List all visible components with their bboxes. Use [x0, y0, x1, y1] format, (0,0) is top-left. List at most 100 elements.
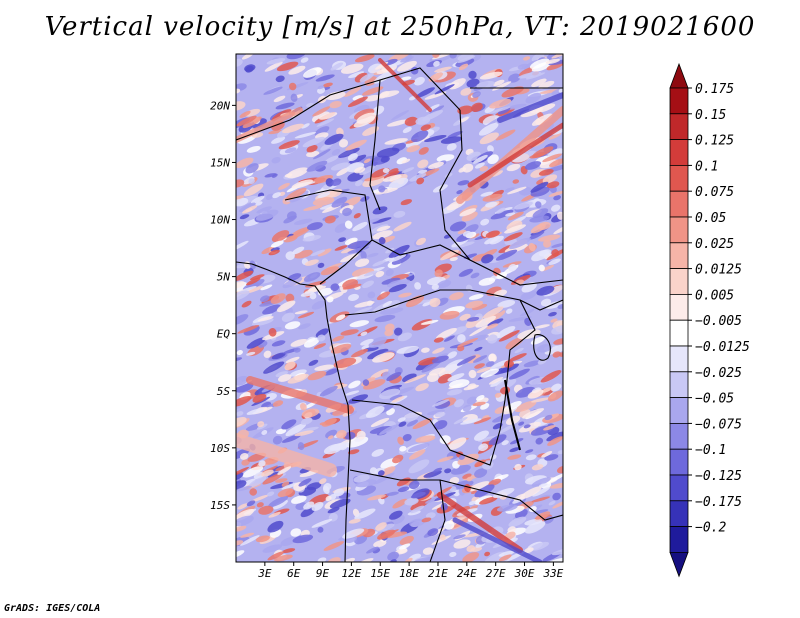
field-cell [536, 343, 553, 353]
field-cell [459, 116, 469, 123]
field-cell [439, 534, 446, 541]
field-cell [471, 303, 488, 311]
field-cell [504, 224, 526, 234]
field-cell [431, 399, 450, 407]
field-cell [236, 411, 244, 417]
field-cell [436, 154, 455, 162]
field-cell [372, 206, 388, 215]
field-cell [518, 71, 542, 79]
field-cell [380, 155, 390, 163]
field-cell [505, 337, 524, 350]
field-cell [363, 158, 371, 164]
field-cell [261, 246, 275, 255]
field-cell [459, 313, 471, 321]
grads-credit: GrADS: IGES/COLA [4, 603, 101, 614]
field-cell [385, 269, 394, 276]
field-cell [439, 310, 460, 320]
field-cell [548, 258, 561, 265]
field-cell [548, 311, 557, 317]
field-cell [273, 95, 286, 103]
field-cell [550, 383, 562, 392]
field-cell [489, 98, 512, 109]
field-cell [409, 518, 425, 527]
field-cell [340, 253, 359, 263]
colorbar-label: 0.1 [695, 159, 718, 174]
field-streak [456, 106, 563, 204]
field-cell [506, 163, 521, 172]
field-cell [307, 370, 327, 381]
field-cell [331, 148, 341, 156]
field-streak [452, 517, 543, 562]
field-cell [257, 421, 265, 428]
field-cell [303, 67, 322, 78]
field-cell [236, 179, 245, 188]
field-cell [466, 78, 480, 88]
field-cell [325, 91, 346, 101]
border-east [519, 299, 563, 311]
field-cell [501, 86, 524, 98]
field-cell [410, 496, 432, 511]
field-cell [263, 361, 285, 374]
field-cell [265, 193, 274, 200]
field-cell [416, 177, 425, 185]
field-cell [236, 240, 249, 252]
field-cell [498, 330, 520, 342]
colorbar-swatch [669, 345, 689, 373]
field-cell [485, 201, 498, 208]
field-cell [424, 91, 447, 100]
colorbar-label: −0.2 [695, 521, 726, 536]
field-cell [431, 283, 439, 290]
field-cell [338, 237, 347, 242]
field-cell [433, 467, 443, 473]
field-cell [246, 145, 261, 153]
field-cell [256, 206, 273, 214]
field-cell [359, 72, 374, 83]
field-cell [466, 396, 478, 405]
field-cell [320, 266, 340, 276]
field-cell [488, 478, 502, 486]
field-cell [330, 343, 352, 354]
field-cell [360, 338, 374, 346]
field-cell [348, 154, 367, 165]
field-cell [497, 299, 516, 308]
lat-tick-label: EQ [217, 328, 231, 341]
field-cell [546, 181, 560, 189]
field-cell [481, 254, 494, 264]
field-cell [468, 294, 484, 300]
field-cell [410, 505, 425, 514]
field-cell [520, 486, 542, 500]
field-cell [557, 211, 563, 220]
field-cell [300, 403, 307, 411]
field-cell [387, 279, 411, 288]
field-cell [433, 420, 448, 430]
field-cell [541, 387, 552, 393]
field-cell [306, 144, 318, 153]
colorbar-swatch [669, 371, 689, 398]
field-cell [396, 345, 419, 354]
field-cell [404, 374, 427, 384]
field-cell [522, 408, 545, 419]
field-cell [386, 491, 399, 496]
field-cell [528, 242, 536, 252]
field-cell [538, 483, 548, 488]
field-cell [367, 494, 386, 501]
colorbar-swatch [669, 526, 689, 553]
field-cell [302, 235, 322, 242]
field-cell [324, 215, 336, 224]
field-cell [351, 348, 369, 358]
field-cell [547, 390, 563, 402]
field-cell [474, 459, 486, 467]
field-cell [433, 60, 440, 67]
colorbar-label: −0.175 [695, 495, 742, 510]
field-cell [509, 237, 531, 250]
lon-tick-label: 12E [341, 567, 361, 580]
field-cell [354, 300, 375, 308]
field-cell [538, 80, 555, 89]
field-cell [262, 304, 281, 315]
field-cell [520, 107, 543, 118]
field-cell [500, 363, 520, 374]
field-cell [270, 293, 286, 304]
field-cell [268, 328, 277, 337]
field-cell [240, 535, 260, 546]
lat-tick-label: 15S [210, 499, 230, 512]
